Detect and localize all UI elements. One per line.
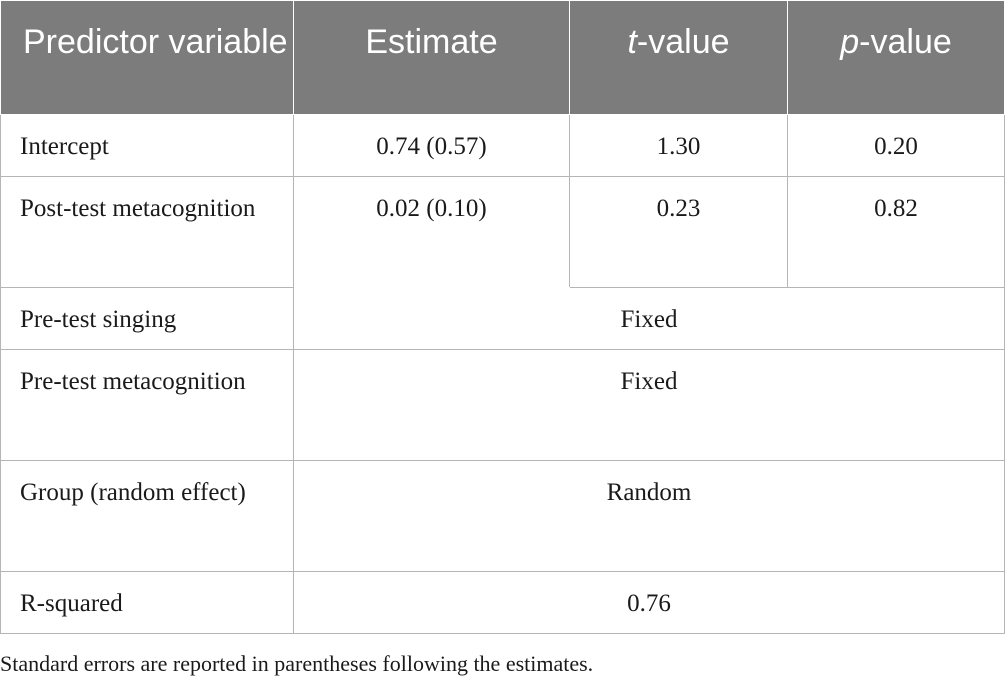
- row-estimate: 0.02 (0.10): [293, 176, 570, 288]
- header-predictor-variable: Predictor variable: [0, 0, 294, 115]
- table-row: R-squared 0.76: [0, 571, 1005, 634]
- header-p-value: p-value: [787, 0, 1005, 115]
- row-estimate: 0.74 (0.57): [293, 114, 570, 177]
- row-predictor: Post-test metacognition: [0, 176, 294, 288]
- regression-table: Predictor variable Estimate t-value p-va…: [0, 0, 1005, 634]
- row-t-value: 0.23: [569, 176, 788, 288]
- header-p-suffix: -value: [859, 23, 952, 61]
- table-row: Post-test metacognition 0.02 (0.10) 0.23…: [0, 176, 1005, 288]
- row-merged-value: Fixed: [293, 287, 1005, 350]
- row-merged-value: 0.76: [293, 571, 1005, 634]
- row-t-value: 1.30: [569, 114, 788, 177]
- table-row: Pre-test singing Fixed: [0, 287, 1005, 350]
- row-merged-value: Fixed: [293, 349, 1005, 461]
- row-p-value: 0.20: [787, 114, 1005, 177]
- table-row: Group (random effect) Random: [0, 460, 1005, 572]
- row-predictor: Group (random effect): [0, 460, 294, 572]
- header-estimate: Estimate: [293, 0, 570, 115]
- table-row: Intercept 0.74 (0.57) 1.30 0.20: [0, 114, 1005, 177]
- header-row: Predictor variable Estimate t-value p-va…: [0, 0, 1005, 115]
- row-p-value: 0.82: [787, 176, 1005, 288]
- header-t-value: t-value: [569, 0, 788, 115]
- table-row: Pre-test metacognition Fixed: [0, 349, 1005, 461]
- header-t-italic: t: [627, 23, 637, 61]
- table-footnote: Standard errors are reported in parenthe…: [0, 651, 594, 676]
- row-predictor: Intercept: [0, 114, 294, 177]
- row-predictor: Pre-test metacognition: [0, 349, 294, 461]
- row-predictor: R-squared: [0, 571, 294, 634]
- header-p-italic: p: [840, 23, 860, 61]
- row-predictor: Pre-test singing: [0, 287, 294, 350]
- row-merged-value: Random: [293, 460, 1005, 572]
- header-t-suffix: -value: [636, 23, 730, 61]
